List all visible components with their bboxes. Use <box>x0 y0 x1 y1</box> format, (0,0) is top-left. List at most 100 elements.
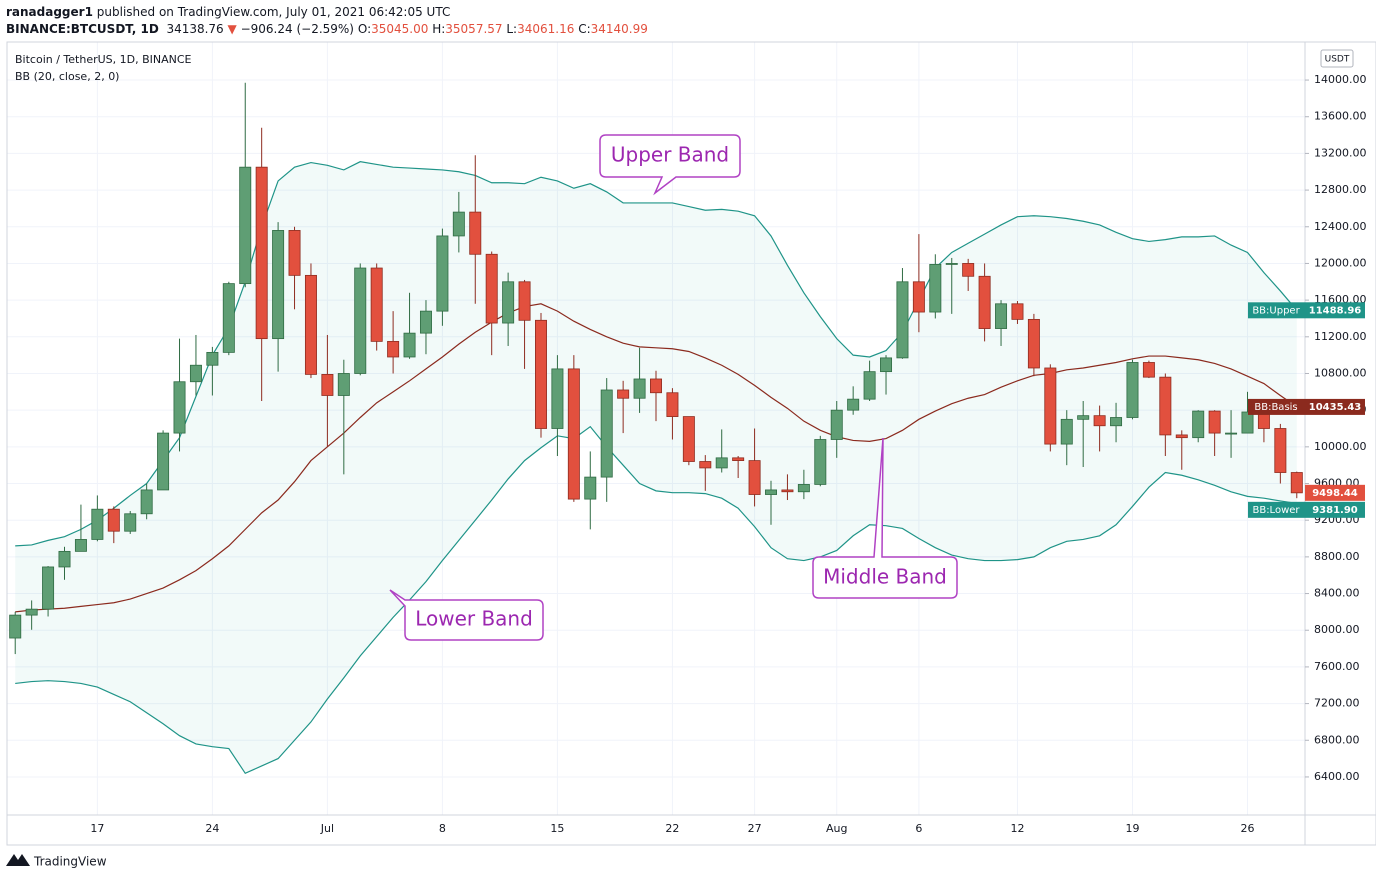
y-tick-label: 13600.00 <box>1314 110 1367 123</box>
ohlc-value: 35057.57 <box>445 22 503 36</box>
y-tick-label: 14000.00 <box>1314 73 1367 86</box>
plot <box>9 82 1303 775</box>
candle-body <box>978 275 991 329</box>
band-fill <box>15 161 1297 774</box>
ohlc-label: C: <box>578 22 591 36</box>
candle-body <box>1274 428 1287 473</box>
y-tick-label: 11200.00 <box>1314 330 1367 343</box>
x-tick-label: 8 <box>439 822 446 835</box>
y-tick-label: 8000.00 <box>1314 623 1360 636</box>
y-tick-label: 10800.00 <box>1314 366 1367 379</box>
candle-body <box>436 235 449 312</box>
ohlc: O:35045.00 H:35057.57 L:34061.16 C:34140… <box>358 22 648 36</box>
candle-body <box>469 211 482 255</box>
ohlc-value: 34061.16 <box>517 22 575 36</box>
price-tag: 11488.96 <box>1309 305 1362 316</box>
candle-body <box>600 389 613 478</box>
candle-body <box>255 166 268 340</box>
candle-body <box>124 513 137 532</box>
published: published on TradingView.com, July 01, 2… <box>96 5 451 19</box>
ohlc-label: L: <box>506 22 518 36</box>
candle-body <box>1225 432 1238 435</box>
candle-body <box>699 461 712 469</box>
price-tag: 10435.43 <box>1309 402 1362 413</box>
annotation: Middle Band <box>823 565 947 589</box>
band-line <box>15 303 1298 613</box>
series-tag-box <box>1248 501 1305 518</box>
ohlc-label: H: <box>432 22 446 36</box>
brand: TradingView <box>33 855 107 869</box>
y-tick-label: 12000.00 <box>1314 256 1367 269</box>
candle-body <box>9 614 22 639</box>
series-tag: BB:Upper <box>1252 305 1300 316</box>
candle-body <box>1290 472 1303 494</box>
candle-body <box>748 460 761 495</box>
candle-body <box>42 566 55 610</box>
candle-body <box>173 381 186 434</box>
x-tick-label: 26 <box>1240 822 1254 835</box>
series-tag: BB:Lower <box>1252 505 1300 516</box>
candle-body <box>74 539 87 552</box>
candle-body <box>452 211 465 237</box>
x-tick-label: 17 <box>90 822 104 835</box>
y-tick-label: 7600.00 <box>1314 660 1360 673</box>
candle-body <box>567 368 580 500</box>
candle-body <box>781 489 794 493</box>
price-tag-box <box>1305 398 1365 415</box>
ohlc-value: 34140.99 <box>590 22 648 36</box>
candle-body <box>863 371 876 400</box>
candle-body <box>140 489 153 515</box>
y-tick-label: 7200.00 <box>1314 697 1360 710</box>
band-line <box>15 425 1297 775</box>
annotation: Upper Band <box>611 143 729 167</box>
x-tick-label: 19 <box>1125 822 1139 835</box>
indicator-label: BB (20, close, 2, 0) <box>15 70 119 83</box>
candle-body <box>912 281 925 313</box>
candle-body <box>1093 415 1106 427</box>
candle-body <box>1126 362 1139 418</box>
candle-body <box>633 378 646 399</box>
candle-body <box>304 274 317 375</box>
change: −906.24 (−2.59%) <box>240 22 354 36</box>
grid <box>7 42 1305 815</box>
candle-body <box>1159 376 1172 436</box>
candle-body <box>1044 367 1057 445</box>
candle-body <box>189 364 202 383</box>
series-tag-box <box>1248 398 1305 415</box>
x-tick-label: 12 <box>1010 822 1024 835</box>
candle-body <box>814 439 827 485</box>
candle-body <box>107 508 120 532</box>
candle-body <box>518 281 531 321</box>
price-tag: 9381.90 <box>1312 505 1358 516</box>
candle-body <box>896 281 909 359</box>
candle-body <box>370 267 383 342</box>
candle-body <box>650 378 662 394</box>
candle-body <box>222 283 235 353</box>
x-tick-label: 27 <box>748 822 762 835</box>
y-tick-label: 12400.00 <box>1314 220 1367 233</box>
y-tick-label: 6800.00 <box>1314 733 1360 746</box>
candle-body <box>1060 418 1073 445</box>
header: ranadagger1 published on TradingView.com… <box>6 4 648 38</box>
x-tick-label: Jul <box>320 822 334 835</box>
price-tag-box <box>1305 302 1365 319</box>
series-tag-box <box>1248 302 1305 319</box>
candle-body <box>617 389 630 399</box>
candle-body <box>880 357 893 373</box>
currency-box <box>1320 49 1354 68</box>
candle-body <box>551 368 564 429</box>
chart-title: Bitcoin / TetherUS, 1D, BINANCE <box>15 53 192 66</box>
callout-box <box>389 589 544 641</box>
price-tag: 9498.44 <box>1312 488 1358 499</box>
candle-body <box>962 263 975 277</box>
candle-body <box>666 392 679 417</box>
candle-body <box>272 230 285 340</box>
y-tick-label: 6400.00 <box>1314 770 1360 783</box>
symbol: BINANCE:BTCUSDT, 1D <box>6 22 159 36</box>
candle-body <box>387 340 400 358</box>
candle-body <box>157 432 170 491</box>
candle-body <box>535 319 547 429</box>
x-tick-label: Aug <box>826 822 847 835</box>
